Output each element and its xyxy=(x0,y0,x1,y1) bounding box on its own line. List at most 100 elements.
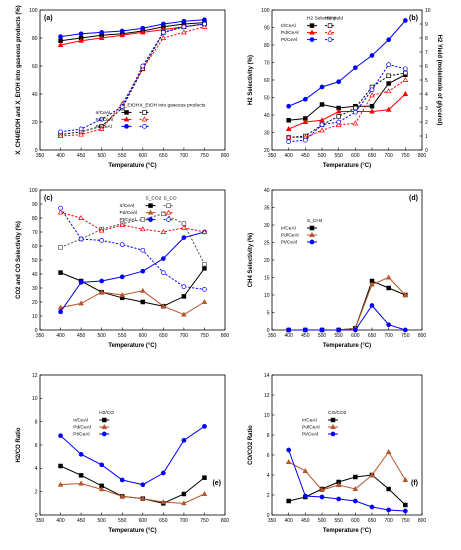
legend-header: X_EtOH into gaseous products xyxy=(140,102,206,108)
data-point xyxy=(336,327,342,333)
data-point xyxy=(98,125,105,131)
data-point xyxy=(78,31,84,37)
legend-label: Pd/CeAl xyxy=(120,210,138,216)
legend-header: H2 Selectivity xyxy=(307,16,337,22)
data-point xyxy=(98,34,105,40)
x-tick-label: 750 xyxy=(401,153,410,159)
data-point xyxy=(161,211,166,217)
x-tick-label: 500 xyxy=(318,518,327,524)
data-point xyxy=(78,480,84,486)
panel-label: (b) xyxy=(409,15,418,22)
legend-label: Ir/CeAl xyxy=(281,23,296,29)
data-point xyxy=(201,490,208,496)
chart-panel: 350 400 450 500 550 600 650 700 750 800 0 5 10 15 20 25… xyxy=(248,188,426,349)
data-point xyxy=(98,486,105,492)
y2-tick-label: 10 xyxy=(425,8,431,14)
x-tick-label: 650 xyxy=(159,153,168,159)
data-point xyxy=(319,84,325,90)
data-point xyxy=(302,137,308,143)
data-point xyxy=(352,65,358,71)
data-point xyxy=(385,274,392,280)
data-point xyxy=(286,498,291,504)
y-axis-label: H2/CO Ratio xyxy=(16,427,22,462)
data-point xyxy=(402,18,408,23)
x-tick-label: 450 xyxy=(301,333,310,339)
y-tick-label: 40 xyxy=(264,113,270,119)
data-point xyxy=(319,117,325,123)
data-point xyxy=(181,437,187,443)
data-point xyxy=(402,291,409,297)
data-point xyxy=(58,245,63,250)
data-point xyxy=(386,62,392,67)
data-point xyxy=(57,304,64,310)
data-point xyxy=(402,90,409,96)
y-tick-label: 0 xyxy=(35,148,38,154)
data-point xyxy=(385,106,392,112)
series-line xyxy=(60,19,205,38)
x-tick-label: 350 xyxy=(268,518,277,524)
data-point xyxy=(202,266,207,271)
y2-tick-label: 5 xyxy=(425,78,428,84)
legend-marker xyxy=(148,217,153,222)
legend-marker xyxy=(309,231,315,237)
y-tick-label: 70 xyxy=(264,60,270,66)
y2-tick-label: 3 xyxy=(425,106,428,112)
y-tick-label: 30 xyxy=(32,286,38,292)
y-tick-label: 5 xyxy=(267,310,270,316)
y-tick-label: 4 xyxy=(35,466,38,472)
x-tick-label: 450 xyxy=(77,518,86,524)
data-point xyxy=(98,289,105,295)
data-point xyxy=(352,327,358,333)
legend-header: S_CO2 xyxy=(146,196,162,202)
x-tick-label: 350 xyxy=(268,333,277,339)
legend-marker xyxy=(142,124,147,129)
x-tick-label: 600 xyxy=(139,333,148,339)
legend-label: Ir/CeAl xyxy=(96,110,111,116)
y2-axis-label: H2 Yield (mole/mole of glycerol) xyxy=(436,35,442,126)
series-line xyxy=(60,23,205,133)
y2-tick-label: 8 xyxy=(425,36,428,42)
legend-marker xyxy=(101,431,107,437)
x-tick-label: 700 xyxy=(180,333,189,339)
data-point xyxy=(99,116,105,122)
x-tick-label: 650 xyxy=(159,333,168,339)
data-point xyxy=(385,448,392,454)
y-tick-label: 0 xyxy=(35,328,38,334)
legend-marker xyxy=(330,431,336,437)
data-point xyxy=(78,473,84,478)
legend-label: Pd/CeAl xyxy=(73,425,91,431)
data-point xyxy=(160,34,167,40)
data-point xyxy=(160,256,166,261)
x-tick-label: 800 xyxy=(418,153,427,159)
x-tick-label: 350 xyxy=(36,333,45,339)
x-tick-label: 450 xyxy=(77,333,86,339)
data-point xyxy=(369,281,375,287)
x-tick-label: 550 xyxy=(334,333,343,339)
y-tick-label: 80 xyxy=(264,43,270,49)
y-tick-label: 50 xyxy=(264,95,270,101)
series-line xyxy=(288,20,406,107)
data-point xyxy=(119,104,125,109)
series-line xyxy=(60,290,205,316)
data-point xyxy=(160,228,167,234)
data-point xyxy=(140,247,146,253)
data-point xyxy=(386,486,391,492)
legend-header: X_EtOH xyxy=(122,102,140,108)
data-point xyxy=(386,37,392,43)
data-point xyxy=(57,132,64,138)
data-point xyxy=(285,458,292,464)
data-point xyxy=(386,285,391,291)
data-point xyxy=(119,477,125,483)
data-point xyxy=(402,508,408,514)
x-tick-label: 650 xyxy=(368,333,377,339)
x-axis-label: Temperature (°C) xyxy=(108,163,156,169)
y-tick-label: 0 xyxy=(267,513,270,519)
x-tick-label: 400 xyxy=(284,518,293,524)
x-tick-label: 650 xyxy=(368,153,377,159)
legend-label: Pt/CeAl xyxy=(73,432,89,438)
y-tick-label: 12 xyxy=(264,393,270,399)
data-point xyxy=(58,129,63,135)
y-axis-label: H2 Selectivity (%) xyxy=(248,55,254,105)
